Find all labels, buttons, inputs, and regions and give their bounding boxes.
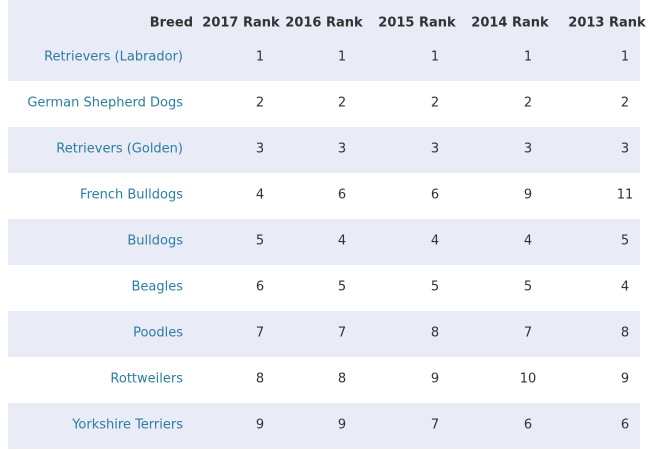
rank-cell: 5 [621,234,629,249]
breed-name: German Shepherd Dogs [27,96,183,111]
rank-cell: 3 [524,142,532,157]
rank-cell: 8 [256,372,264,387]
rank-cell: 2 [338,96,346,111]
breed-name: Rottweilers [110,372,183,387]
rank-cell: 7 [256,326,264,341]
rank-cell: 3 [431,142,439,157]
rank-cell: 7 [431,418,439,433]
rank-cell: 8 [621,326,629,341]
rank-cell: 3 [621,142,629,157]
rank-cell: 3 [338,142,346,157]
rank-cell: 6 [621,418,629,433]
rank-cell: 5 [338,280,346,295]
rank-cell: 3 [256,142,264,157]
rank-cell: 9 [431,372,439,387]
column-header: 2015 Rank [378,16,456,31]
column-header: 2014 Rank [471,16,549,31]
rank-cell: 6 [256,280,264,295]
rank-cell: 2 [621,96,629,111]
rank-cell: 1 [256,50,264,65]
rank-cell: 1 [338,50,346,65]
breed-name: Beagles [131,280,183,295]
row-band [8,219,640,265]
rank-cell: 6 [338,188,346,203]
column-header: 2016 Rank [285,16,363,31]
rank-cell: 9 [256,418,264,433]
rank-cell: 6 [524,418,532,433]
row-band [8,35,640,81]
breed-name: French Bulldogs [80,188,183,203]
breed-name: Bulldogs [127,234,183,249]
rank-cell: 8 [431,326,439,341]
rank-cell: 6 [431,188,439,203]
column-header: Breed [150,16,193,31]
rank-cell: 8 [338,372,346,387]
breed-name: Poodles [133,326,183,341]
rank-cell: 10 [520,372,537,387]
rank-cell: 4 [256,188,264,203]
rank-cell: 9 [621,372,629,387]
rank-cell: 4 [524,234,532,249]
rank-cell: 1 [524,50,532,65]
breed-name: Yorkshire Terriers [71,418,183,433]
rank-cell: 1 [431,50,439,65]
rank-cell: 5 [524,280,532,295]
column-header: 2013 Rank [568,16,646,31]
row-band [8,127,640,173]
rank-cell: 5 [256,234,264,249]
row-band [8,311,640,357]
rank-cell: 2 [431,96,439,111]
rank-cell: 1 [621,50,629,65]
breed-name: Retrievers (Labrador) [44,50,183,65]
rank-cell: 4 [621,280,629,295]
rank-cell: 2 [256,96,264,111]
rank-cell: 9 [338,418,346,433]
rank-cell: 9 [524,188,532,203]
rank-cell: 4 [338,234,346,249]
rank-cell: 2 [524,96,532,111]
rank-cell: 5 [431,280,439,295]
breed-name: Retrievers (Golden) [56,142,183,157]
column-header: 2017 Rank [202,16,280,31]
header-band [8,0,640,35]
rank-cell: 4 [431,234,439,249]
rank-cell: 11 [617,188,634,203]
rank-cell: 7 [338,326,346,341]
rank-cell: 7 [524,326,532,341]
row-band [8,403,640,449]
